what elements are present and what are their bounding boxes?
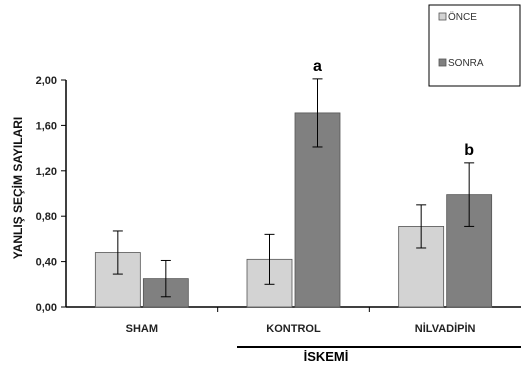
legend-swatch [438, 58, 447, 67]
significance-label: a [313, 58, 322, 75]
bars [94, 112, 493, 308]
legend-label: ÖNCE [448, 11, 477, 23]
y-tick-label: 0,00 [36, 302, 57, 314]
y-tick-label: 1,60 [36, 120, 57, 132]
y-axis-label: YANLIŞ SEÇİM SAYILARI [10, 117, 25, 259]
legend-swatch [438, 12, 447, 21]
y-tick-label: 0,40 [36, 257, 57, 269]
legend-label: SONRA [448, 58, 484, 69]
axes [65, 80, 521, 312]
significance-labels: ab [313, 58, 474, 159]
category-labels: SHAM KONTROL NİLVADİPİN [126, 322, 476, 335]
significance-label: b [464, 142, 474, 159]
y-tick-label: 2,00 [36, 75, 57, 87]
x-tick-label: NİLVADİPİN [415, 322, 476, 335]
x-tick-label: KONTROL [266, 323, 321, 335]
group-label: İSKEMİ [304, 349, 349, 364]
x-tick-label: SHAM [126, 323, 158, 335]
legend: ÖNCE SONRA [428, 4, 521, 87]
y-ticks: 0,00 0,40 0,80 1,20 1,60 2,00 [36, 75, 66, 314]
y-tick-label: 0,80 [36, 211, 57, 223]
y-tick-label: 1,20 [36, 166, 57, 178]
error-bars [112, 78, 475, 298]
